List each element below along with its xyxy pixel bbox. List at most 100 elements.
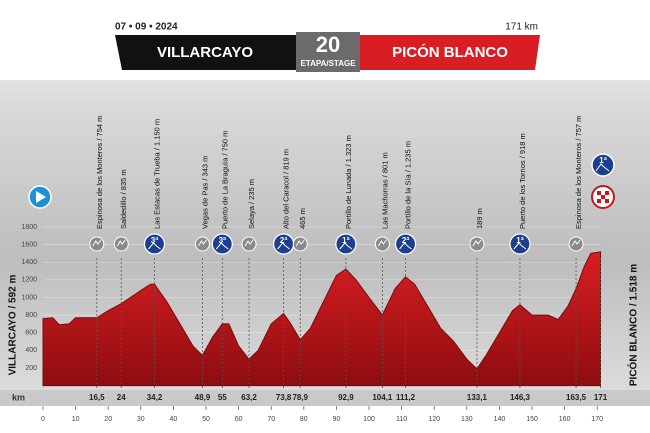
point-badge: [194, 236, 210, 252]
y-tick-label: 200: [25, 365, 37, 372]
x-axis-label: km: [12, 392, 25, 402]
x-tick-label: 140: [494, 416, 506, 423]
waypoint-km: 146,3: [510, 393, 531, 402]
point-icon: [116, 239, 126, 247]
point-icon: [244, 239, 254, 247]
y-tick-label: 1600: [21, 241, 37, 248]
start-arrow: [36, 191, 46, 203]
y-tick-label: 1800: [21, 224, 37, 231]
climb-category: 1ª: [516, 236, 523, 245]
axis-band: [0, 406, 650, 433]
climb-peak: [513, 242, 527, 250]
point-icon: [92, 239, 102, 247]
point-badge: [469, 236, 485, 252]
climb-category: 2ª: [280, 236, 287, 245]
profile-area: [42, 251, 601, 387]
waypoint-name: Espinosa de los Monteros / 757 m: [574, 116, 583, 229]
waypoint-name: Las Machorras / 801 m: [380, 152, 389, 229]
point-badge: [292, 236, 308, 252]
waypoint-name: Portillo de Lunada / 1.323 m: [344, 135, 353, 229]
climb-category: 1ª: [342, 236, 349, 245]
waypoint-km: 55: [218, 393, 227, 402]
y-tick-label: 1400: [21, 259, 37, 266]
waypoint-name: Puerto de La Braguía / 750 m: [220, 131, 229, 229]
climb-peak: [399, 242, 412, 250]
waypoint-km: 92,9: [338, 393, 354, 402]
waypoint-name: 189 m: [475, 208, 484, 229]
y-tick-label: 1200: [21, 277, 37, 284]
waypoint-name: Las Estacas de Trueba / 1.150 m: [152, 119, 161, 229]
point-badge: [374, 236, 390, 252]
finish-label: PICÓN BLANCO / 1.518 m: [627, 264, 640, 386]
waypoint-name: Selaya / 235 m: [247, 179, 256, 229]
waypoint-km: 78,9: [292, 393, 308, 402]
waypoint-km: 133,1: [467, 393, 488, 402]
waypoint-km: 163,5: [566, 393, 587, 402]
stage-box: [296, 32, 360, 72]
climb-peak: [339, 242, 353, 250]
climb-category: 2ª: [402, 236, 409, 245]
x-tick-label: 170: [591, 416, 603, 423]
x-tick-label: 70: [267, 416, 275, 423]
waypoint-km: 16,5: [89, 393, 105, 402]
point-icon: [197, 239, 207, 247]
date: 07 • 09 • 2024: [115, 22, 178, 33]
waypoint-name: Vegas de Pas / 343 m: [200, 156, 209, 229]
point-icon: [377, 239, 387, 247]
x-tick-label: 150: [526, 416, 538, 423]
waypoint-km: 73,8: [276, 393, 292, 402]
waypoint-km: 63,2: [241, 393, 257, 402]
start-name: VILLARCAYO: [157, 44, 253, 61]
waypoint-km: 171: [594, 393, 608, 402]
x-tick-label: 10: [72, 416, 80, 423]
climb-category: 3ª: [151, 236, 158, 245]
start-label: VILLARCAYO / 592 m: [8, 275, 19, 376]
x-tick-label: 20: [104, 416, 112, 423]
climb-peak: [277, 242, 290, 250]
x-tick-label: 110: [396, 416, 407, 423]
x-tick-label: 50: [202, 416, 210, 423]
x-tick-label: 80: [300, 416, 308, 423]
point-badge: [241, 236, 257, 252]
waypoint-name: Alto del Caracol / 819 m: [282, 149, 291, 229]
stage-label: ETAPA/STAGE: [300, 59, 356, 68]
waypoint-name: Puerto de los Tornos / 918 m: [518, 133, 527, 229]
start-banner: [115, 35, 296, 70]
point-icon: [571, 239, 581, 247]
finish-name: PICÓN BLANCO: [392, 43, 508, 61]
waypoint-km: 111,2: [396, 393, 416, 402]
waypoint-km: 34,2: [147, 393, 163, 402]
x-tick-label: 40: [170, 416, 178, 423]
x-tick-label: 90: [333, 416, 341, 423]
x-tick-label: 30: [137, 416, 145, 423]
climb-category: 3ª: [219, 236, 226, 245]
y-tick-label: 1000: [21, 294, 37, 301]
point-badge: [89, 236, 105, 252]
finish-banner: [360, 35, 540, 70]
x-tick-label: 160: [559, 416, 571, 423]
y-tick-label: 800: [25, 312, 37, 319]
x-tick-label: 100: [363, 416, 375, 423]
x-tick-label: 130: [461, 416, 473, 423]
point-badge: [568, 236, 584, 252]
waypoint-km: 24: [117, 393, 126, 402]
waypoint-name: Espinosa de los Monteros / 754 m: [95, 116, 104, 229]
finish-peak: [595, 163, 610, 172]
point-badge: [113, 236, 129, 252]
waypoint-km: 48,9: [195, 393, 211, 402]
km-band: [0, 390, 650, 406]
stage-number: 20: [316, 32, 340, 57]
waypoint-name: 465 m: [298, 208, 307, 229]
point-icon: [295, 239, 305, 247]
climb-peak: [215, 242, 229, 250]
point-icon: [472, 239, 482, 247]
climb-peak: [148, 242, 161, 250]
waypoint-name: Portillo de la Sía / 1.235 m: [404, 141, 413, 229]
waypoint-km: 104,1: [372, 393, 393, 402]
x-tick-label: 60: [235, 416, 243, 423]
x-tick-label: 0: [41, 416, 45, 423]
checker: [597, 191, 609, 203]
y-tick-label: 600: [25, 330, 37, 337]
waypoint-name: Saldedillo / 835 m: [119, 169, 128, 229]
